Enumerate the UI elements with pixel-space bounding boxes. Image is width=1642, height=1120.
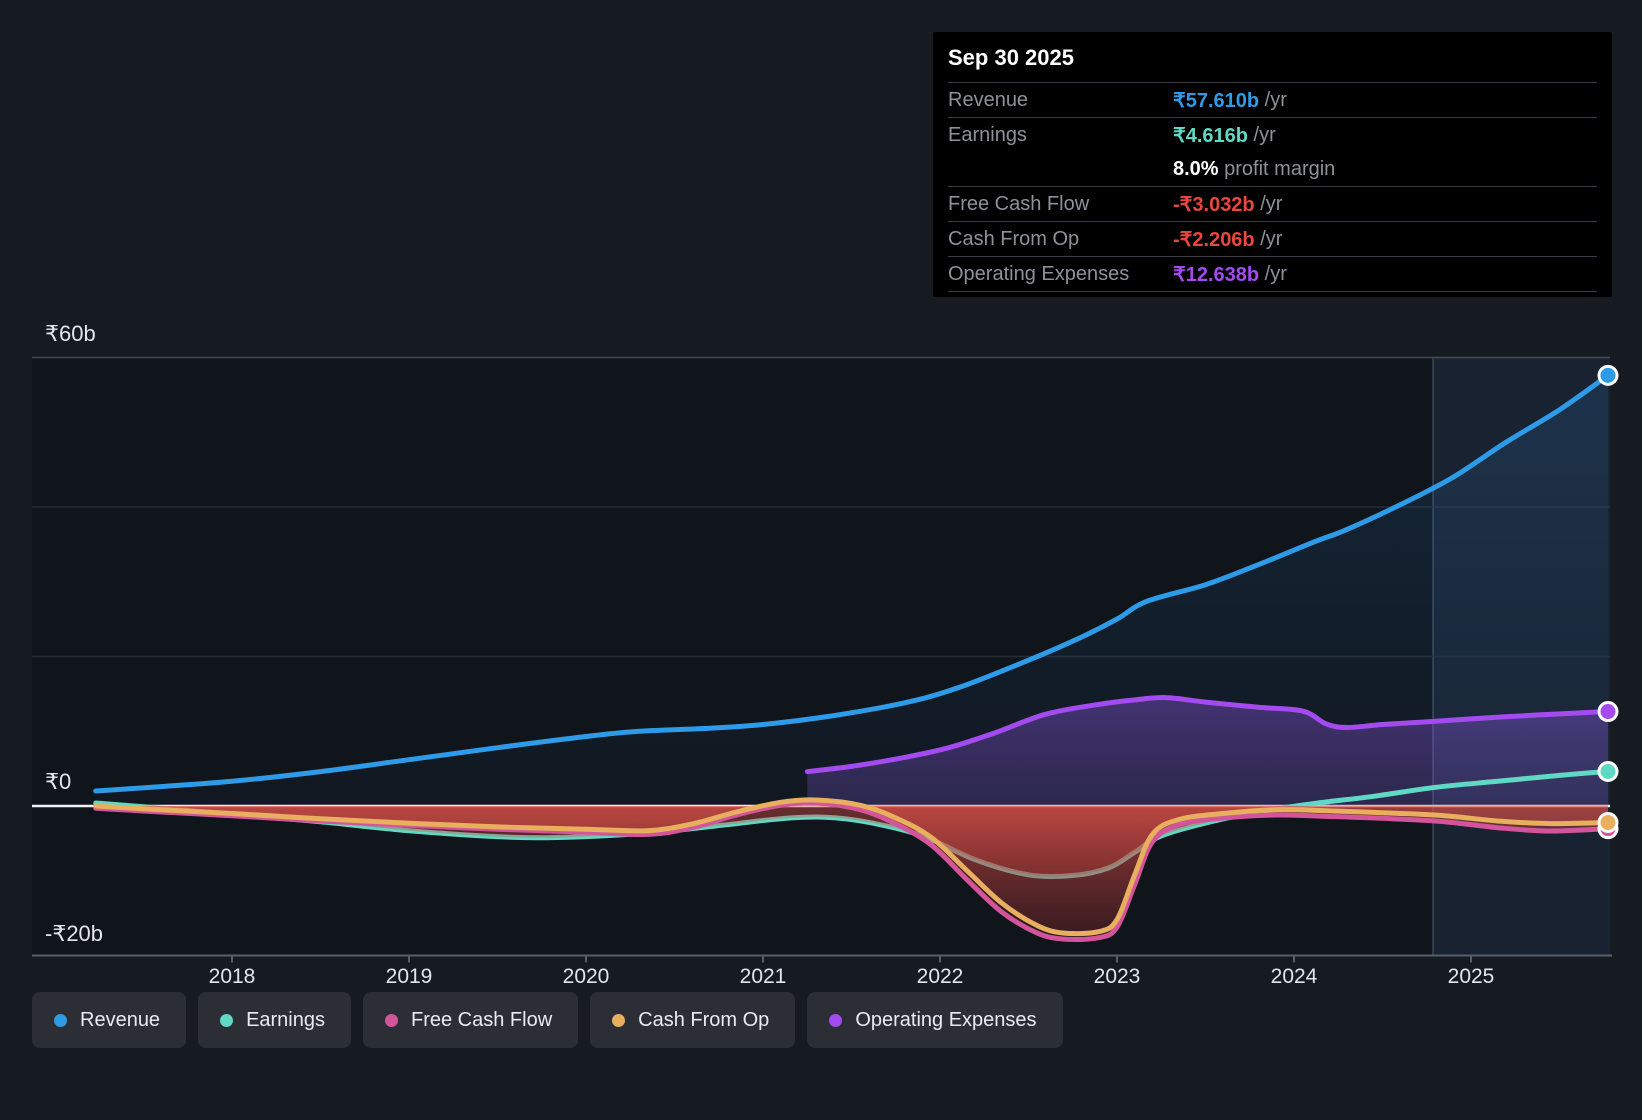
x-axis-label-2023: 2023 — [1094, 965, 1141, 988]
cash-from-op-endpoint-marker[interactable] — [1597, 811, 1619, 833]
legend-dot-icon — [54, 1013, 67, 1027]
legend-label: Free Cash Flow — [411, 1008, 553, 1031]
x-axis-label-2021: 2021 — [740, 965, 787, 988]
tooltip-row: Operating Expenses ₹12.638b /yr — [933, 257, 1612, 291]
profit-margin-value: 8.0% — [1173, 157, 1219, 180]
tooltip-separator — [948, 221, 1597, 222]
y-axis-label: ₹60b — [45, 321, 96, 346]
tooltip-row: Revenue ₹57.610b /yr — [933, 83, 1612, 117]
tooltip-separator — [948, 256, 1597, 257]
tooltip-separator — [948, 291, 1597, 292]
tooltip-row-unit: /yr — [1259, 88, 1287, 111]
revenue-line[interactable] — [93, 372, 1611, 794]
tooltip-date: Sep 30 2025 — [948, 45, 1074, 70]
tooltip-row-unit: /yr — [1259, 262, 1287, 285]
opex-endpoint-marker[interactable] — [1597, 701, 1619, 723]
tooltip-row-value: ₹57.610b — [1173, 89, 1260, 112]
tooltip-row-label: Revenue — [948, 88, 1029, 111]
x-axis-label-2019: 2019 — [386, 965, 433, 988]
tooltip-row-label: Free Cash Flow — [948, 192, 1090, 215]
hover-tooltip: Sep 30 2025 Revenue ₹57.610b /yr Earnings ₹… — [933, 32, 1612, 297]
tooltip-row-label: Operating Expenses — [948, 262, 1130, 285]
cash-from-op-line[interactable] — [93, 797, 1611, 937]
y-axis-label: -₹20b — [45, 921, 103, 946]
legend-label: Revenue — [80, 1008, 161, 1031]
tooltip-separator — [948, 82, 1597, 83]
x-axis-label-2018: 2018 — [209, 965, 256, 988]
tooltip-row-unit: /yr — [1254, 192, 1283, 215]
opex-line[interactable] — [804, 695, 1611, 775]
revenue-endpoint-marker[interactable] — [1597, 364, 1619, 386]
y-axis-label: ₹0 — [45, 769, 71, 794]
tooltip-row-label: Earnings — [948, 123, 1027, 146]
tooltip-row: Cash From Op -₹2.206b /yr — [933, 222, 1612, 256]
earnings-endpoint-marker[interactable] — [1597, 760, 1619, 782]
legend-item-cash-from-op[interactable]: Cash From Op — [590, 992, 796, 1048]
tooltip-profit-margin-row: 8.0% profit margin — [933, 152, 1612, 186]
legend-item-revenue[interactable]: Revenue — [32, 992, 187, 1048]
legend-dot-icon — [385, 1013, 398, 1027]
legend-label: Earnings — [246, 1008, 325, 1031]
tooltip-separator — [948, 117, 1597, 118]
x-axis-label-2020: 2020 — [563, 965, 610, 988]
tooltip-row-label: Cash From Op — [948, 227, 1080, 250]
tooltip-row-unit: /yr — [1248, 123, 1276, 146]
legend-item-free-cash-flow[interactable]: Free Cash Flow — [363, 992, 579, 1048]
legend-item-earnings[interactable]: Earnings — [198, 992, 351, 1048]
revenue-area — [95, 375, 1609, 806]
chart-legend: Revenue Earnings Free Cash Flow Cash From O… — [32, 992, 1063, 1048]
legend-label: Operating Expenses — [855, 1008, 1037, 1031]
tooltip-row-value: -₹3.032b — [1173, 193, 1255, 216]
legend-item-operating-expenses[interactable]: Operating Expenses — [807, 992, 1063, 1048]
x-axis-label-2024: 2024 — [1271, 965, 1318, 988]
x-axis-label-2022: 2022 — [917, 965, 964, 988]
legend-dot-icon — [612, 1013, 626, 1027]
tooltip-row: Free Cash Flow -₹3.032b /yr — [933, 187, 1612, 221]
x-axis-label-2025: 2025 — [1448, 965, 1495, 988]
tooltip-row-value: -₹2.206b — [1173, 228, 1255, 251]
tooltip-row-value: ₹12.638b — [1173, 263, 1260, 286]
tooltip-row: Earnings ₹4.616b /yr — [933, 118, 1612, 152]
legend-label: Cash From Op — [638, 1008, 770, 1031]
tooltip-row-value: ₹4.616b — [1173, 124, 1248, 147]
tooltip-separator — [948, 186, 1597, 187]
legend-dot-icon — [829, 1013, 843, 1027]
legend-dot-icon — [220, 1013, 234, 1027]
profit-margin-label: profit margin — [1218, 157, 1336, 180]
tooltip-row-unit: /yr — [1254, 227, 1283, 250]
